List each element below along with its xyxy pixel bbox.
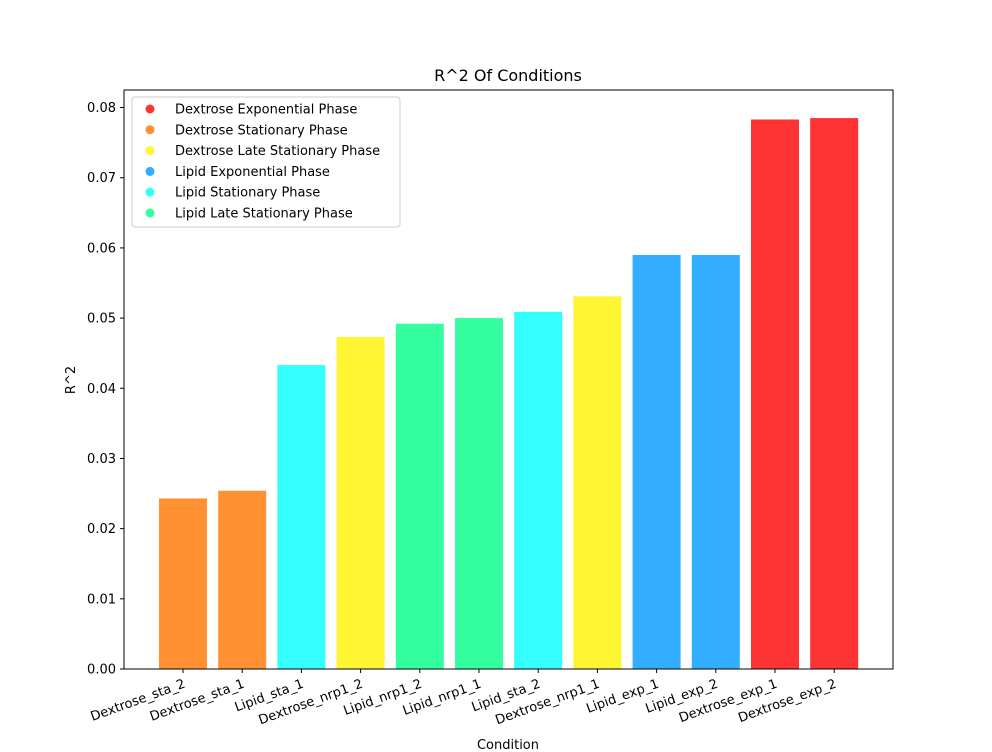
legend-marker: [145, 125, 155, 135]
y-tick-label: 0.01: [87, 592, 116, 607]
legend: Dextrose Exponential Phase Dextrose Stati…: [131, 96, 401, 228]
y-tick-label: 0.04: [87, 382, 116, 397]
bar-dextrose-nrp1-2: [336, 337, 385, 669]
bar-lipid-exp-1: [632, 254, 681, 669]
chart-title: R^2 Of Conditions: [434, 66, 582, 85]
bar-lipid-exp-2: [691, 254, 740, 669]
legend-marker: [145, 166, 155, 176]
legend-label: Dextrose Exponential Phase: [175, 103, 357, 118]
legend-label: Lipid Late Stationary Phase: [175, 207, 353, 222]
bar-dextrose-exp-2: [810, 118, 859, 669]
legend-frame: [131, 96, 401, 228]
legend-marker: [145, 208, 155, 218]
y-tick-label: 0.00: [87, 663, 116, 678]
legend-marker: [145, 104, 155, 114]
y-tick-label: 0.02: [87, 522, 116, 537]
legend-label: Lipid Exponential Phase: [175, 165, 330, 180]
legend-label: Dextrose Stationary Phase: [175, 123, 348, 138]
y-tick-label: 0.08: [87, 101, 116, 116]
y-axis: 0.00 0.01 0.02 0.03 0.04 0.05 0.06 0.07 0.08: [87, 101, 124, 678]
bar-lipid-sta-2: [514, 311, 563, 669]
bars-group: [159, 118, 859, 670]
y-tick-label: 0.05: [87, 312, 116, 327]
y-tick-label: 0.06: [87, 241, 116, 256]
legend-label: Dextrose Late Stationary Phase: [175, 144, 380, 159]
x-axis: Dextrose_sta_2Dextrose_sta_1Lipid_sta_1D…: [89, 669, 839, 728]
y-tick-label: 0.03: [87, 452, 116, 467]
legend-label: Lipid Stationary Phase: [175, 186, 320, 201]
bar-lipid-nrp1-1: [455, 318, 503, 669]
x-axis-label: Condition: [477, 738, 539, 752]
bar-dextrose-nrp1-1: [573, 296, 622, 669]
legend-marker: [145, 187, 155, 197]
legend-marker: [145, 146, 155, 156]
bar-dextrose-sta-2: [159, 498, 207, 669]
bar-dextrose-sta-1: [218, 490, 267, 669]
y-axis-label: R^2: [64, 366, 79, 394]
bar-lipid-nrp1-2: [395, 323, 444, 669]
bar-lipid-sta-1: [277, 365, 326, 669]
y-tick-label: 0.07: [87, 171, 116, 186]
plot-area-frame: [123, 89, 894, 670]
bar-dextrose-exp-1: [751, 119, 799, 670]
